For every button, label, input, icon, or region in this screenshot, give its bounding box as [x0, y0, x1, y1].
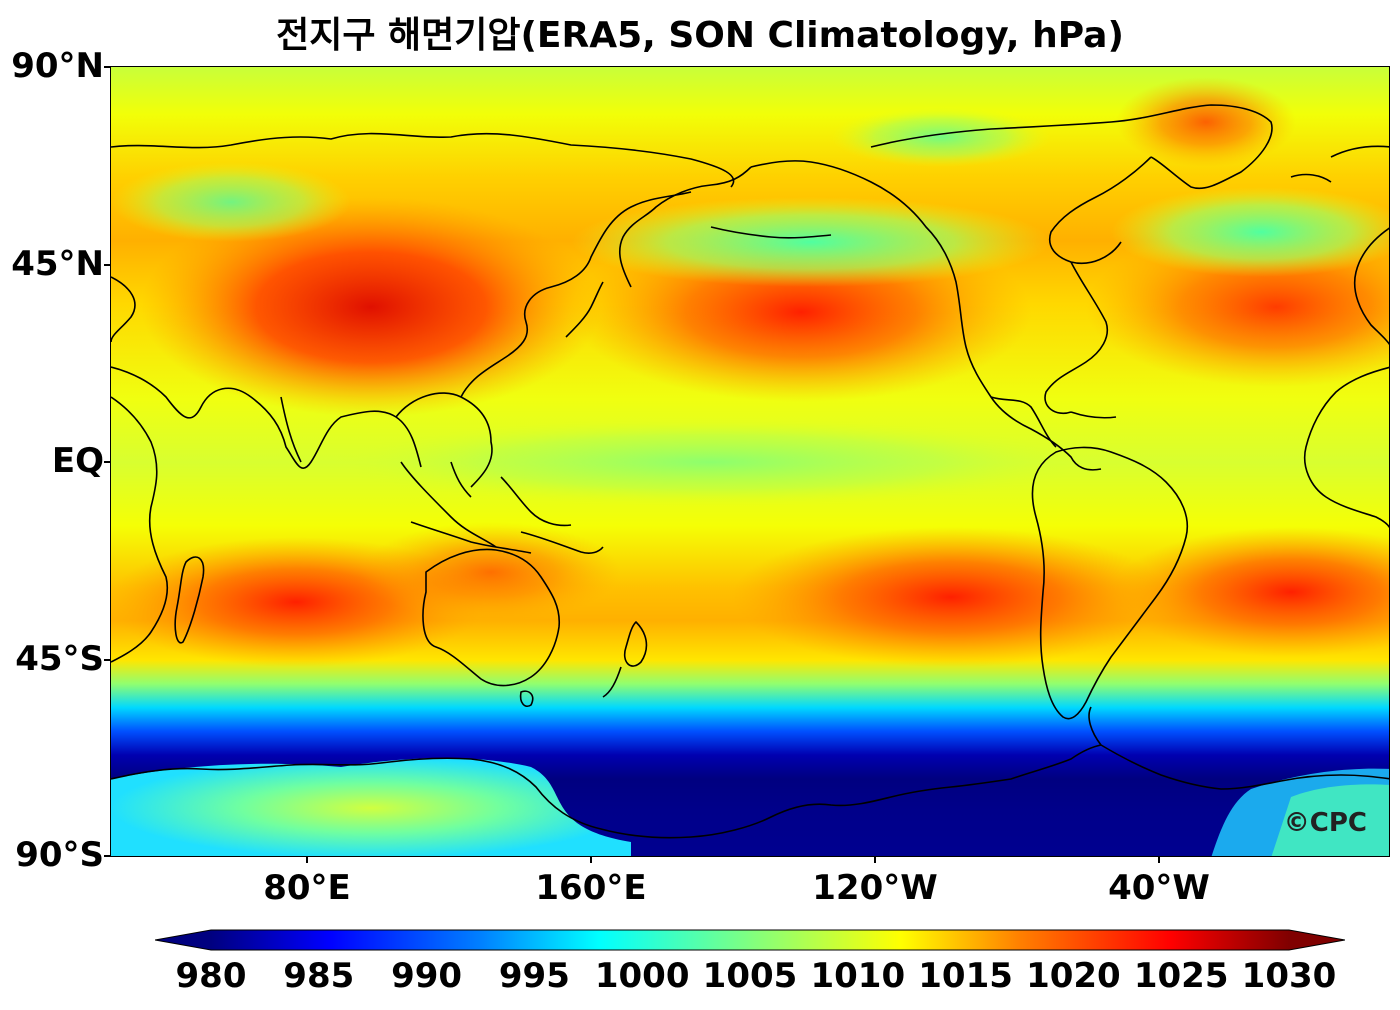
cpc-watermark: ©CPC	[1283, 808, 1367, 838]
colorbar	[155, 929, 1345, 951]
colorbar-tick-label: 985	[283, 956, 355, 996]
colorbar-tick-label: 1020	[1026, 956, 1121, 996]
lon-tick	[590, 857, 592, 863]
lon-label-160e: 160°E	[535, 868, 647, 908]
colorbar-extend-min	[155, 930, 211, 950]
lat-label-eq: EQ	[51, 441, 104, 481]
pressure-field-svg	[111, 67, 1389, 856]
lon-label-40w: 40°W	[1108, 868, 1210, 908]
lat-label-45n: 45°N	[11, 244, 104, 284]
map-title: 전지구 해면기압(ERA5, SON Climatology, hPa)	[276, 15, 1124, 56]
lat-label-90n: 90°N	[11, 46, 104, 86]
lon-tick	[874, 857, 876, 863]
lat-label-90s: 90°S	[15, 835, 104, 875]
colorbar-tick-label: 990	[391, 956, 463, 996]
colorbar-tick-label: 1015	[918, 956, 1013, 996]
lat-tick	[104, 461, 110, 463]
lon-tick	[1158, 857, 1160, 863]
lat-tick	[104, 659, 110, 661]
lat-tick	[104, 855, 110, 857]
colorbar-tick-label: 1030	[1241, 956, 1337, 996]
coastlines	[111, 104, 1389, 839]
lat-tick	[104, 264, 110, 266]
colorbar-tick-label: 1000	[594, 956, 690, 996]
colorbar-tick-label: 980	[175, 956, 247, 996]
colorbar-tick-label: 995	[498, 956, 570, 996]
lat-tick	[104, 66, 110, 68]
colorbar-extend-max	[1289, 930, 1345, 950]
pressure-map: ©CPC	[110, 66, 1390, 857]
lon-label-120w: 120°W	[812, 868, 938, 908]
colorbar-ramp	[211, 930, 1289, 950]
lon-label-80e: 80°E	[263, 868, 351, 908]
colorbar-tick-label: 1010	[810, 956, 906, 996]
colorbar-tick-label: 1005	[702, 956, 798, 996]
colorbar-tick-label: 1025	[1133, 956, 1229, 996]
lat-label-45s: 45°S	[15, 639, 104, 679]
lon-tick	[306, 857, 308, 863]
